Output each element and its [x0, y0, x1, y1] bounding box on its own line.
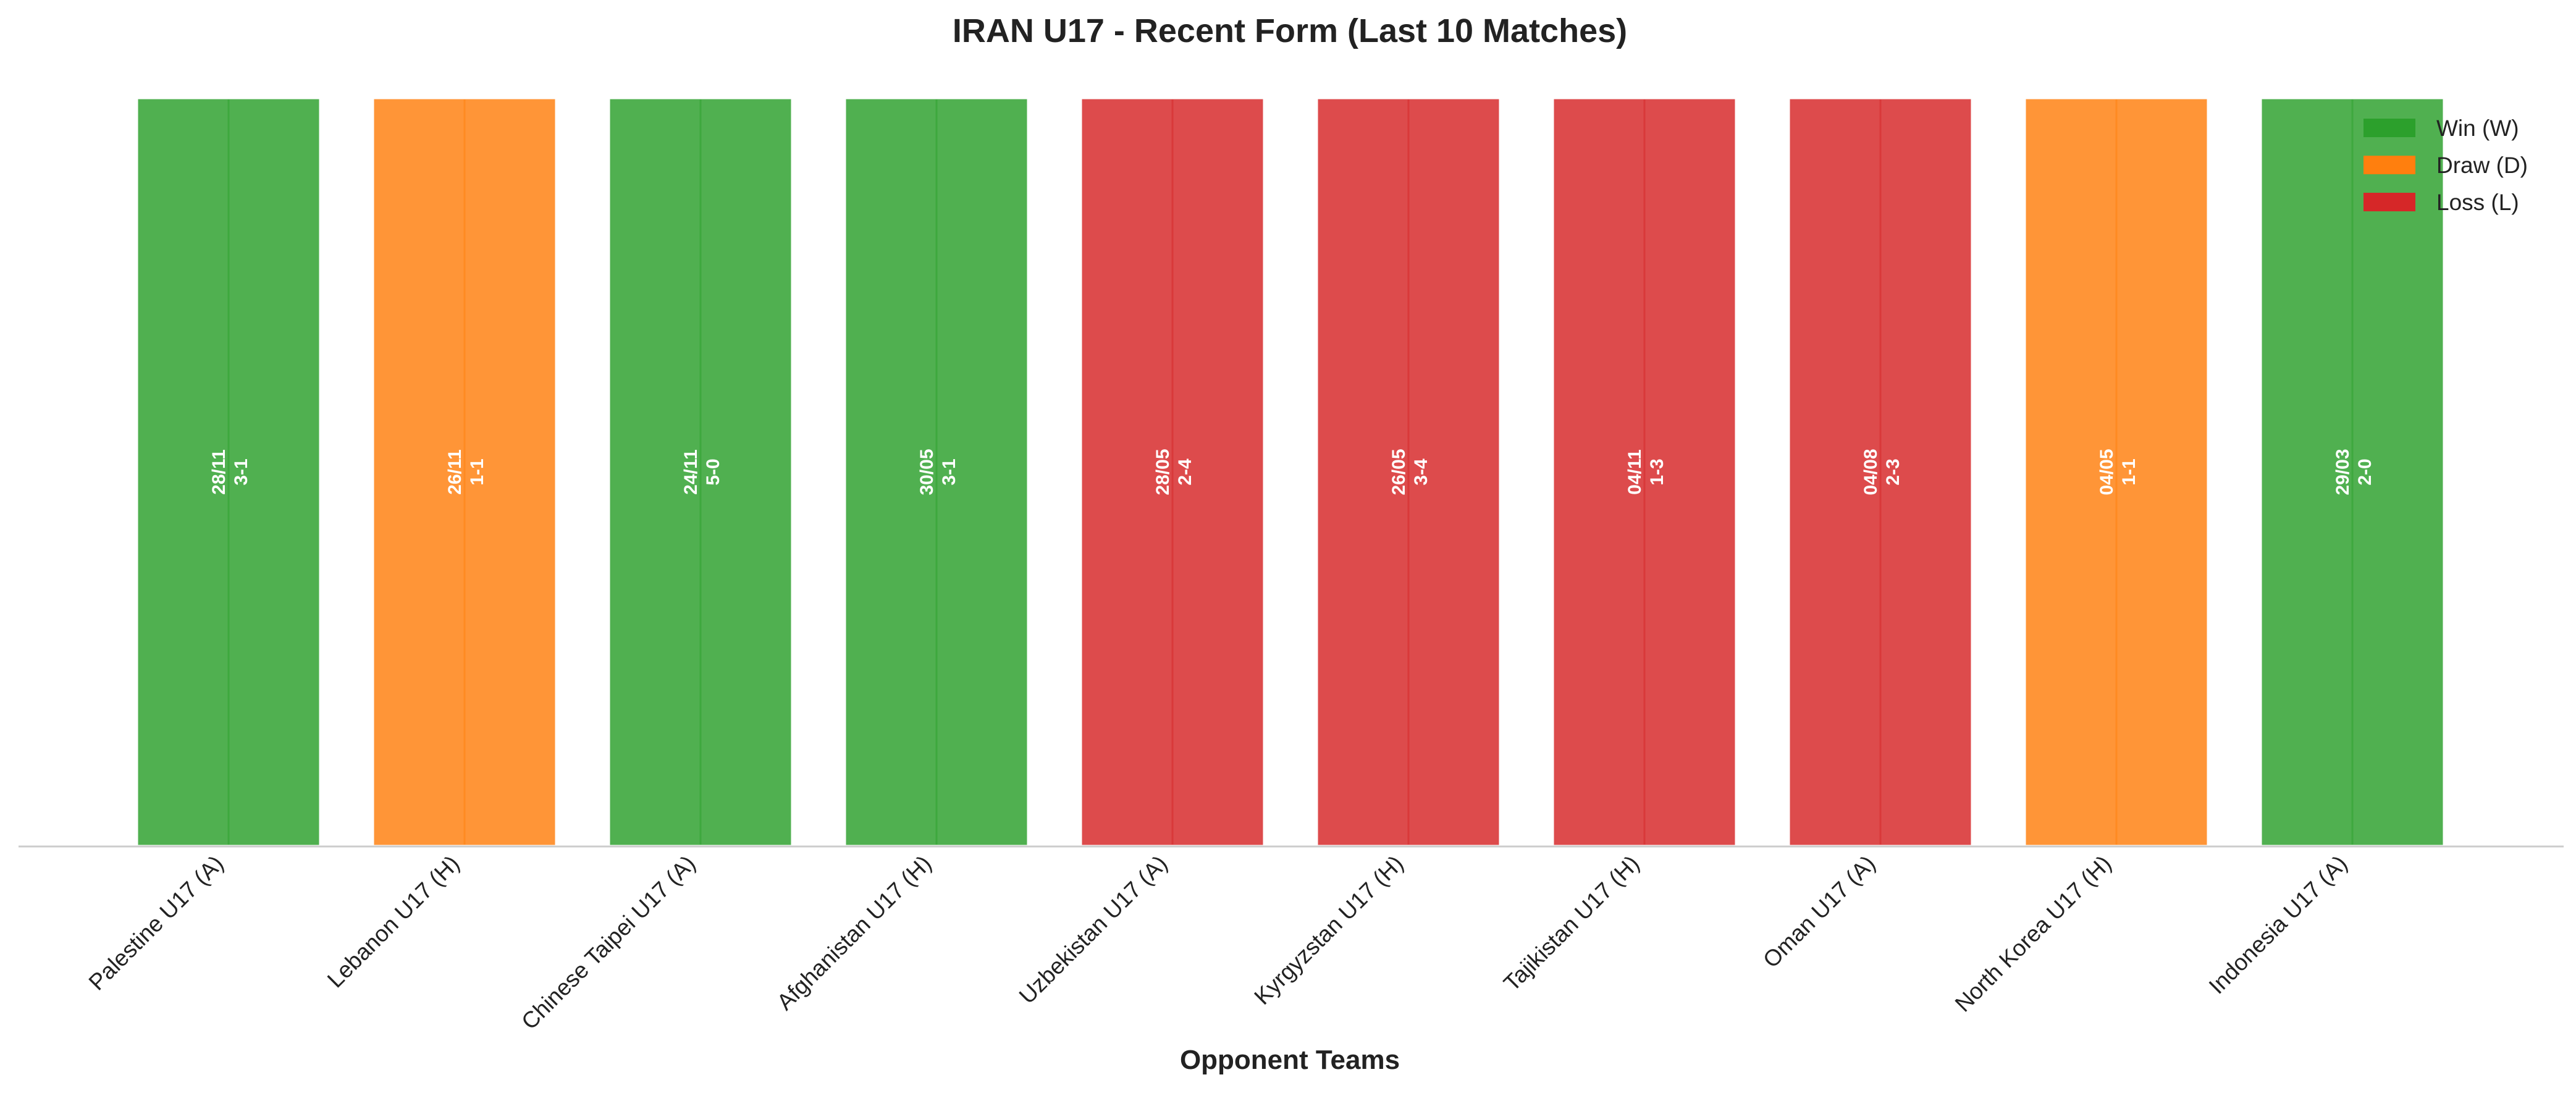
legend-label-w: Win (W) — [2436, 116, 2519, 141]
bar-score: 2-0 — [2355, 458, 2375, 485]
legend-label-l: Loss (L) — [2436, 190, 2519, 215]
legend-label-d: Draw (D) — [2436, 153, 2528, 178]
bar-date: 04/08 — [1861, 449, 1881, 495]
x-tick-label-7: Tajikistan U17 (H) — [1499, 851, 1644, 996]
x-tick-label-1: Palestine U17 (A) — [84, 851, 229, 995]
bar-label-10: 29/03 2-0 — [2333, 449, 2375, 495]
x-tick-label-6: Kyrgyzstan U17 (H) — [1249, 851, 1408, 1010]
x-axis-label: Opponent Teams — [1180, 1045, 1400, 1075]
bar-label-7: 04/11 1-3 — [1625, 449, 1667, 494]
bar-labels-layer: 28/11 3-1 26/11 1-1 24/11 5-0 30/05 3-1 28/05 2-4… — [209, 449, 2375, 495]
x-tick-label-8: Oman U17 (A) — [1758, 851, 1880, 973]
bar-label-1: 28/11 3-1 — [209, 449, 251, 494]
x-tick-label-4: Afghanistan U17 (H) — [772, 851, 937, 1015]
bar-label-6: 26/05 3-4 — [1389, 449, 1431, 495]
bar-date: 04/05 — [2097, 449, 2117, 495]
legend-swatch-d — [2363, 156, 2415, 174]
bar-score: 3-1 — [231, 458, 251, 485]
bar-date: 26/05 — [1389, 449, 1409, 495]
bar-date: 24/11 — [681, 449, 701, 494]
bars-layer — [135, 96, 2446, 848]
x-tick-label-5: Uzbekistan U17 (A) — [1014, 851, 1172, 1009]
bar-score: 1-1 — [2119, 458, 2139, 485]
bar-label-8: 04/08 2-3 — [1861, 449, 1903, 495]
bar-score: 5-0 — [703, 458, 723, 485]
bar-label-3: 24/11 5-0 — [681, 449, 723, 494]
bar-score: 2-4 — [1175, 458, 1195, 486]
bar-date: 26/11 — [445, 449, 465, 494]
bar-date: 28/11 — [209, 449, 229, 494]
legend-swatch-l — [2363, 193, 2415, 211]
bar-score: 1-1 — [467, 458, 487, 485]
bar-label-9: 04/05 1-1 — [2097, 449, 2139, 495]
x-tick-label-10: Indonesia U17 (A) — [2204, 851, 2352, 999]
bar-date: 30/05 — [917, 449, 937, 495]
bar-score: 2-3 — [1883, 458, 1903, 485]
legend-swatch-w — [2363, 119, 2415, 137]
bar-score: 3-1 — [939, 458, 959, 485]
chart-title: IRAN U17 - Recent Form (Last 10 Matches) — [953, 12, 1627, 49]
x-tick-labels: Palestine U17 (A) Lebanon U17 (H) Chinese … — [84, 851, 2352, 1035]
bar-score: 3-4 — [1411, 458, 1431, 486]
bar-date: 29/03 — [2333, 449, 2353, 495]
x-tick-label-9: North Korea U17 (H) — [1950, 851, 2116, 1017]
bar-label-2: 26/11 1-1 — [445, 449, 487, 494]
bar-date: 04/11 — [1625, 449, 1645, 494]
bar-label-5: 28/05 2-4 — [1153, 449, 1195, 495]
bar-score: 1-3 — [1647, 458, 1667, 485]
x-tick-label-2: Lebanon U17 (H) — [322, 851, 465, 993]
legend: Win (W) Draw (D) Loss (L) — [2363, 116, 2528, 215]
x-tick-label-3: Chinese Taipei U17 (A) — [516, 851, 701, 1035]
bar-date: 28/05 — [1153, 449, 1173, 495]
bar-label-4: 30/05 3-1 — [917, 449, 959, 495]
